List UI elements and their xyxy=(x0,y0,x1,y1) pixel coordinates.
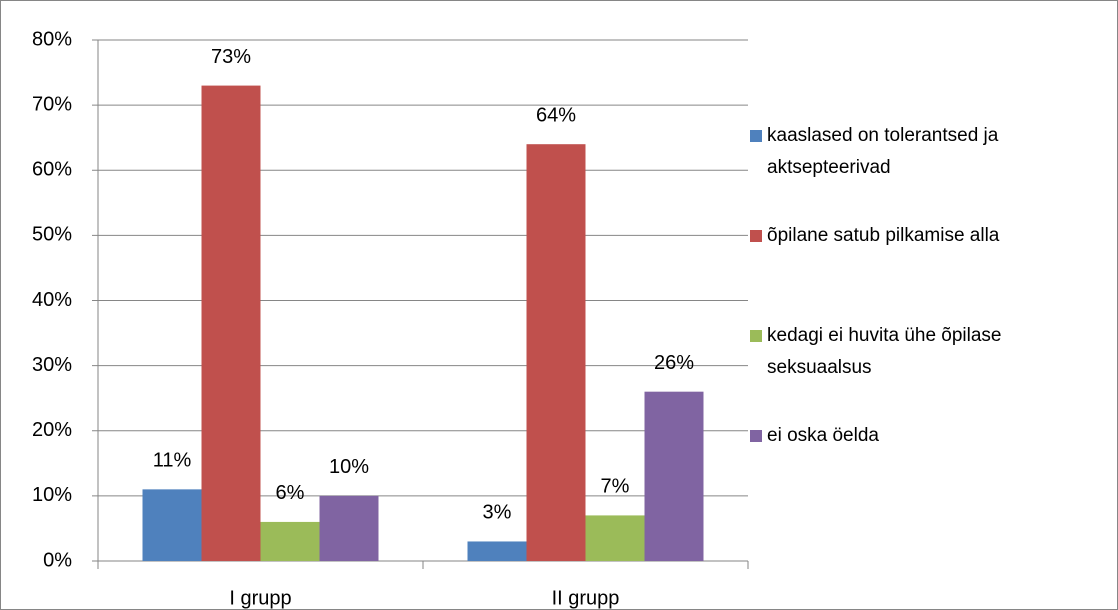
y-tick-label: 20% xyxy=(32,419,72,441)
bar xyxy=(467,541,527,561)
legend-label: õpilane satub pilkamise alla xyxy=(767,225,1000,246)
legend-item: kedagi ei huvita ühe õpilase seksuaalsus xyxy=(750,320,1110,420)
y-tick-label: 60% xyxy=(32,159,72,181)
legend-item: ei oska öelda xyxy=(750,420,1110,520)
bar xyxy=(201,85,261,562)
bar xyxy=(142,489,202,561)
data-label: 26% xyxy=(654,352,694,374)
y-tick-label: 30% xyxy=(32,354,72,376)
x-tick-label: I grupp xyxy=(229,587,291,609)
data-label: 6% xyxy=(276,482,305,504)
data-label: 64% xyxy=(536,104,576,126)
legend-label: ei oska öelda xyxy=(767,425,879,446)
bar xyxy=(644,391,704,561)
bar xyxy=(585,515,645,561)
data-label: 7% xyxy=(601,476,630,498)
y-tick-label: 50% xyxy=(32,224,72,246)
bar xyxy=(526,144,586,561)
bar xyxy=(260,521,320,561)
y-tick-label: 40% xyxy=(32,289,72,311)
data-label: 10% xyxy=(329,456,369,478)
legend: kaaslased on tolerantsed ja aktsepteeriv… xyxy=(750,120,1110,520)
bar xyxy=(319,495,379,561)
data-label: 3% xyxy=(483,502,512,524)
data-label: 73% xyxy=(211,46,251,68)
legend-swatch xyxy=(750,430,762,442)
legend-label: kedagi ei huvita ühe õpilase seksuaalsus xyxy=(767,325,1002,378)
data-label: 11% xyxy=(153,450,192,472)
legend-swatch xyxy=(750,330,762,342)
legend-label: kaaslased on tolerantsed ja aktsepteeriv… xyxy=(767,125,999,178)
legend-item: kaaslased on tolerantsed ja aktsepteeriv… xyxy=(750,120,1110,220)
y-tick-label: 70% xyxy=(32,93,72,115)
legend-swatch xyxy=(750,230,762,242)
y-tick-label: 10% xyxy=(32,484,72,506)
x-tick-label: II grupp xyxy=(552,587,620,609)
y-tick-label: 0% xyxy=(43,549,72,571)
legend-swatch xyxy=(750,130,762,142)
legend-item: õpilane satub pilkamise alla xyxy=(750,220,1110,320)
y-tick-label: 80% xyxy=(32,28,72,50)
